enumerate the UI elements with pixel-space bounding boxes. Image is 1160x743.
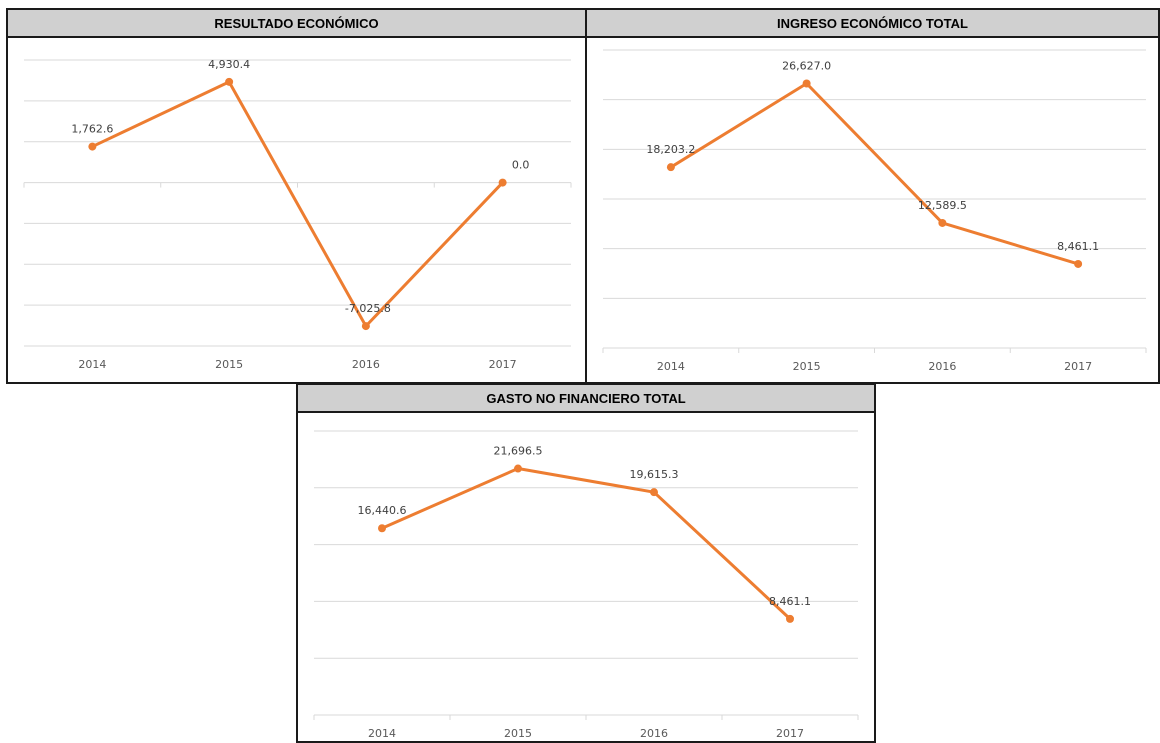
data-point — [1074, 259, 1083, 268]
series-line — [380, 467, 792, 621]
data-point — [498, 178, 507, 187]
data-label: 16,440.6 — [358, 504, 407, 517]
x-tick-label: 2017 — [489, 358, 517, 371]
data-point — [938, 218, 947, 227]
data-point — [225, 77, 234, 86]
series-line — [669, 82, 1080, 266]
data-label: 8,461.1 — [769, 595, 811, 608]
x-tick-label: 2015 — [504, 727, 532, 740]
data-point — [378, 524, 386, 533]
data-label: 19,615.3 — [630, 468, 679, 481]
x-tick-label: 2017 — [776, 727, 804, 740]
data-label: 21,696.5 — [494, 445, 543, 458]
x-tick-label: 2016 — [352, 358, 380, 371]
chart-title: RESULTADO ECONÓMICO — [8, 10, 585, 38]
series-line — [90, 80, 505, 328]
chart-panel-resultado: RESULTADO ECONÓMICO 2014 2015 2016 2017 1,76… — [6, 8, 587, 384]
line-chart-gasto: 2014 2015 2016 2017 16,440.6 21,696.5 19,615.3… — [313, 430, 859, 740]
data-point — [666, 163, 675, 172]
x-tick-label: 2016 — [928, 360, 956, 373]
data-label: 4,930.4 — [208, 58, 250, 71]
x-tick-label: 2014 — [657, 360, 685, 373]
x-tick-label: 2015 — [215, 358, 243, 371]
data-label: -7,025.8 — [345, 302, 391, 315]
line-chart-ingreso: 2014 2015 2016 2017 18,203.2 26,627.0 12,589.5… — [602, 49, 1147, 373]
data-label: 18,203.2 — [646, 143, 695, 156]
data-point — [514, 464, 522, 473]
chart-title: GASTO NO FINANCIERO TOTAL — [298, 385, 874, 413]
data-label: 1,762.6 — [71, 123, 113, 136]
data-point — [361, 322, 370, 331]
data-point — [786, 614, 794, 623]
chart-panel-gasto: GASTO NO FINANCIERO TOTAL 2014 2015 2016 20… — [296, 383, 876, 743]
data-label: 26,627.0 — [782, 60, 831, 73]
data-label: 0.0 — [512, 159, 530, 172]
data-point — [802, 79, 811, 88]
data-point — [650, 488, 658, 497]
chart-title: INGRESO ECONÓMICO TOTAL — [587, 10, 1158, 38]
x-tick-label: 2017 — [1064, 360, 1092, 373]
x-tick-label: 2015 — [793, 360, 821, 373]
x-tick-label: 2014 — [368, 727, 396, 740]
line-chart-resultado: 2014 2015 2016 2017 1,762.6 4,930.4 -7,025.8 0.… — [23, 58, 572, 371]
x-tick-label: 2016 — [640, 727, 668, 740]
chart-panel-ingreso: INGRESO ECONÓMICO TOTAL 2014 2015 2016 2017… — [585, 8, 1160, 384]
data-label: 12,589.5 — [918, 199, 967, 212]
x-tick-label: 2014 — [78, 358, 106, 371]
data-point — [88, 142, 97, 151]
data-label: 8,461.1 — [1057, 240, 1099, 253]
